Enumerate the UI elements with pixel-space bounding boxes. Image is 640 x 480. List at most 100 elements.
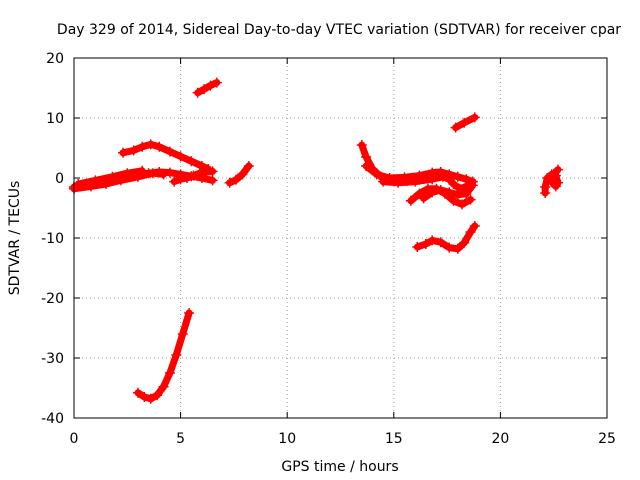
data-point-marker	[361, 152, 372, 162]
series-band	[194, 79, 221, 97]
data-point-marker	[444, 174, 455, 185]
data-point-marker	[444, 242, 455, 253]
x-tick-label: 20	[491, 431, 509, 447]
data-point-marker	[73, 179, 84, 189]
series-arc-4	[118, 139, 214, 174]
data-point-marker	[137, 141, 148, 152]
data-point-marker	[439, 188, 450, 199]
data-point-marker	[452, 189, 463, 200]
data-point-marker	[457, 199, 468, 210]
data-point-marker	[145, 393, 156, 404]
data-point-marker	[450, 122, 461, 133]
data-point-marker	[371, 169, 382, 180]
data-point-marker	[243, 161, 254, 171]
data-point-marker	[184, 308, 195, 318]
x-tick-label: 0	[70, 431, 79, 447]
data-point-marker	[147, 168, 158, 179]
series-arc-11	[378, 171, 478, 194]
data-point-marker	[393, 177, 404, 188]
data-point-marker	[139, 392, 150, 402]
data-point-marker	[90, 175, 101, 186]
data-point-marker	[552, 164, 563, 175]
data-point-marker	[356, 140, 367, 150]
y-tick-label: -20	[41, 291, 64, 307]
data-point-marker	[459, 237, 470, 248]
series-band	[226, 162, 253, 187]
data-point-marker	[540, 182, 551, 192]
data-point-marker	[452, 243, 463, 254]
data-point-marker	[169, 176, 180, 187]
data-point-marker	[122, 168, 133, 179]
plot-frame	[73, 57, 608, 419]
data-point-marker	[427, 174, 438, 185]
data-point-marker	[452, 171, 463, 182]
data-point-marker	[422, 183, 433, 194]
data-point-marker	[171, 350, 182, 360]
series-arc-16	[540, 164, 563, 198]
data-point-marker	[194, 168, 205, 179]
data-point-marker	[224, 177, 235, 188]
y-tick-label: 10	[46, 111, 64, 127]
data-point-marker	[132, 387, 143, 398]
data-point-marker	[199, 84, 210, 95]
data-point-marker	[158, 169, 169, 180]
series-arc-5	[169, 166, 218, 187]
series-arc-6	[192, 77, 222, 98]
data-point-marker	[107, 171, 118, 182]
data-point-marker	[118, 147, 129, 158]
data-point-marker	[154, 141, 165, 152]
data-point-marker	[207, 166, 218, 177]
x-tick-label: 5	[176, 431, 185, 447]
x-tick-label: 25	[598, 431, 616, 447]
ticks: 0 5 10 15 20 25 -40 -30 -20 -10 0 10 20	[41, 51, 616, 447]
data-point-marker	[459, 117, 470, 128]
data-point-marker	[145, 139, 156, 150]
y-tick-label: -40	[41, 411, 64, 427]
x-axis-label: GPS time / hours	[281, 459, 398, 475]
data-point-marker	[546, 176, 557, 187]
data-point-marker	[465, 194, 476, 205]
data-point-marker	[205, 80, 216, 91]
series-arc-8	[224, 161, 254, 188]
data-point-marker	[427, 235, 438, 246]
data-point-marker	[550, 170, 561, 181]
data-point-marker	[431, 183, 442, 194]
series-arc-3	[73, 165, 148, 189]
x-tick-label: 15	[385, 431, 403, 447]
data-point-marker	[469, 112, 480, 123]
series-band	[119, 140, 212, 173]
data-point-marker	[467, 180, 478, 191]
data-point-marker	[164, 167, 175, 178]
data-point-marker	[437, 171, 448, 182]
chart-title: Day 329 of 2014, Sidereal Day-to-day VTE…	[57, 22, 621, 38]
data-point-marker	[164, 146, 175, 157]
y-tick-label: -10	[41, 231, 64, 247]
data-point-marker	[158, 381, 169, 392]
data-point-marker	[448, 179, 459, 189]
data-point-marker	[435, 237, 446, 248]
data-point-marker	[465, 227, 476, 237]
series-band	[379, 173, 477, 193]
y-axis-label: SDTVAR / TECUs	[7, 181, 23, 296]
series-arc-7	[132, 308, 195, 404]
y-tick-label: 20	[46, 51, 64, 67]
data-point-marker	[412, 242, 423, 252]
data-point-marker	[361, 161, 372, 171]
x-tick-label: 10	[278, 431, 296, 447]
data-point-marker	[211, 77, 222, 88]
data-point-marker	[192, 87, 203, 98]
series-arc-10	[361, 161, 478, 187]
y-tick-label: -30	[41, 351, 64, 367]
data-point-marker	[231, 174, 242, 185]
data-point-marker	[152, 390, 163, 401]
data-point-marker	[177, 329, 188, 339]
data-point-marker	[448, 195, 459, 206]
y-tick-label: 0	[55, 171, 64, 187]
data-point-marker	[186, 156, 197, 167]
data-point-marker	[420, 239, 431, 249]
data-point-marker	[164, 368, 175, 378]
data-point-marker	[548, 169, 559, 180]
data-point-marker	[137, 165, 148, 176]
data-point-marker	[207, 175, 218, 186]
